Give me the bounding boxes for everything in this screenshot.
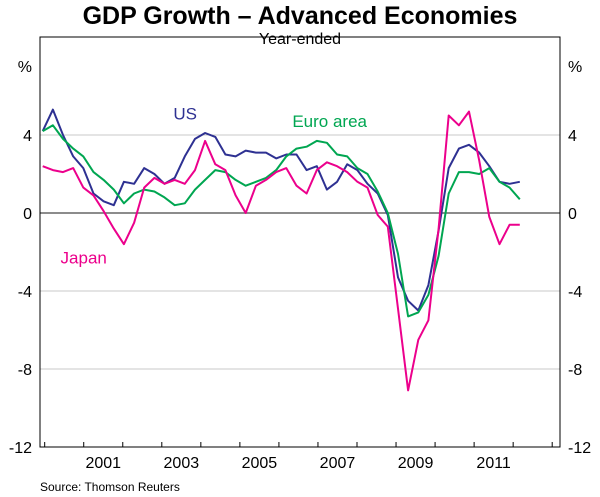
y-tick-label-left: -4 [18, 284, 32, 301]
y-tick-label-right: 0 [568, 206, 577, 223]
y-tick-label-left: 4 [23, 128, 32, 145]
source-note: Source: Thomson Reuters [40, 480, 180, 494]
x-tick-label: 2007 [320, 455, 356, 472]
y-tick-label-right: -4 [568, 284, 582, 301]
y-tick-label-right: -8 [568, 362, 582, 379]
y-tick-label-right: 4 [568, 128, 577, 145]
series-line-japan [42, 110, 520, 392]
y-axis-unit-right: % [568, 59, 582, 76]
plot-frame [39, 36, 561, 448]
chart-subtitle: Year-ended [258, 31, 342, 48]
y-tick-label-right: -12 [568, 440, 591, 457]
series-line-euro-area [42, 124, 521, 318]
y-tick-label-left: -12 [9, 440, 32, 457]
x-tick-label: 2003 [164, 455, 200, 472]
y-axis-unit-left: % [18, 59, 32, 76]
series-line-us [41, 108, 520, 312]
x-tick-label: 2001 [85, 455, 121, 472]
series-label-euro-area: Euro area [292, 112, 367, 131]
series-label-us: US [173, 104, 197, 123]
x-tick-label: 2011 [476, 455, 511, 472]
chart-title: GDP Growth – Advanced Economies [82, 2, 518, 30]
y-tick-label-left: -8 [18, 362, 32, 379]
series-label-japan: Japan [61, 249, 107, 268]
x-tick-label: 2009 [398, 455, 434, 472]
y-tick-label-left: 0 [23, 206, 32, 223]
x-tick-label: 2005 [242, 455, 278, 472]
